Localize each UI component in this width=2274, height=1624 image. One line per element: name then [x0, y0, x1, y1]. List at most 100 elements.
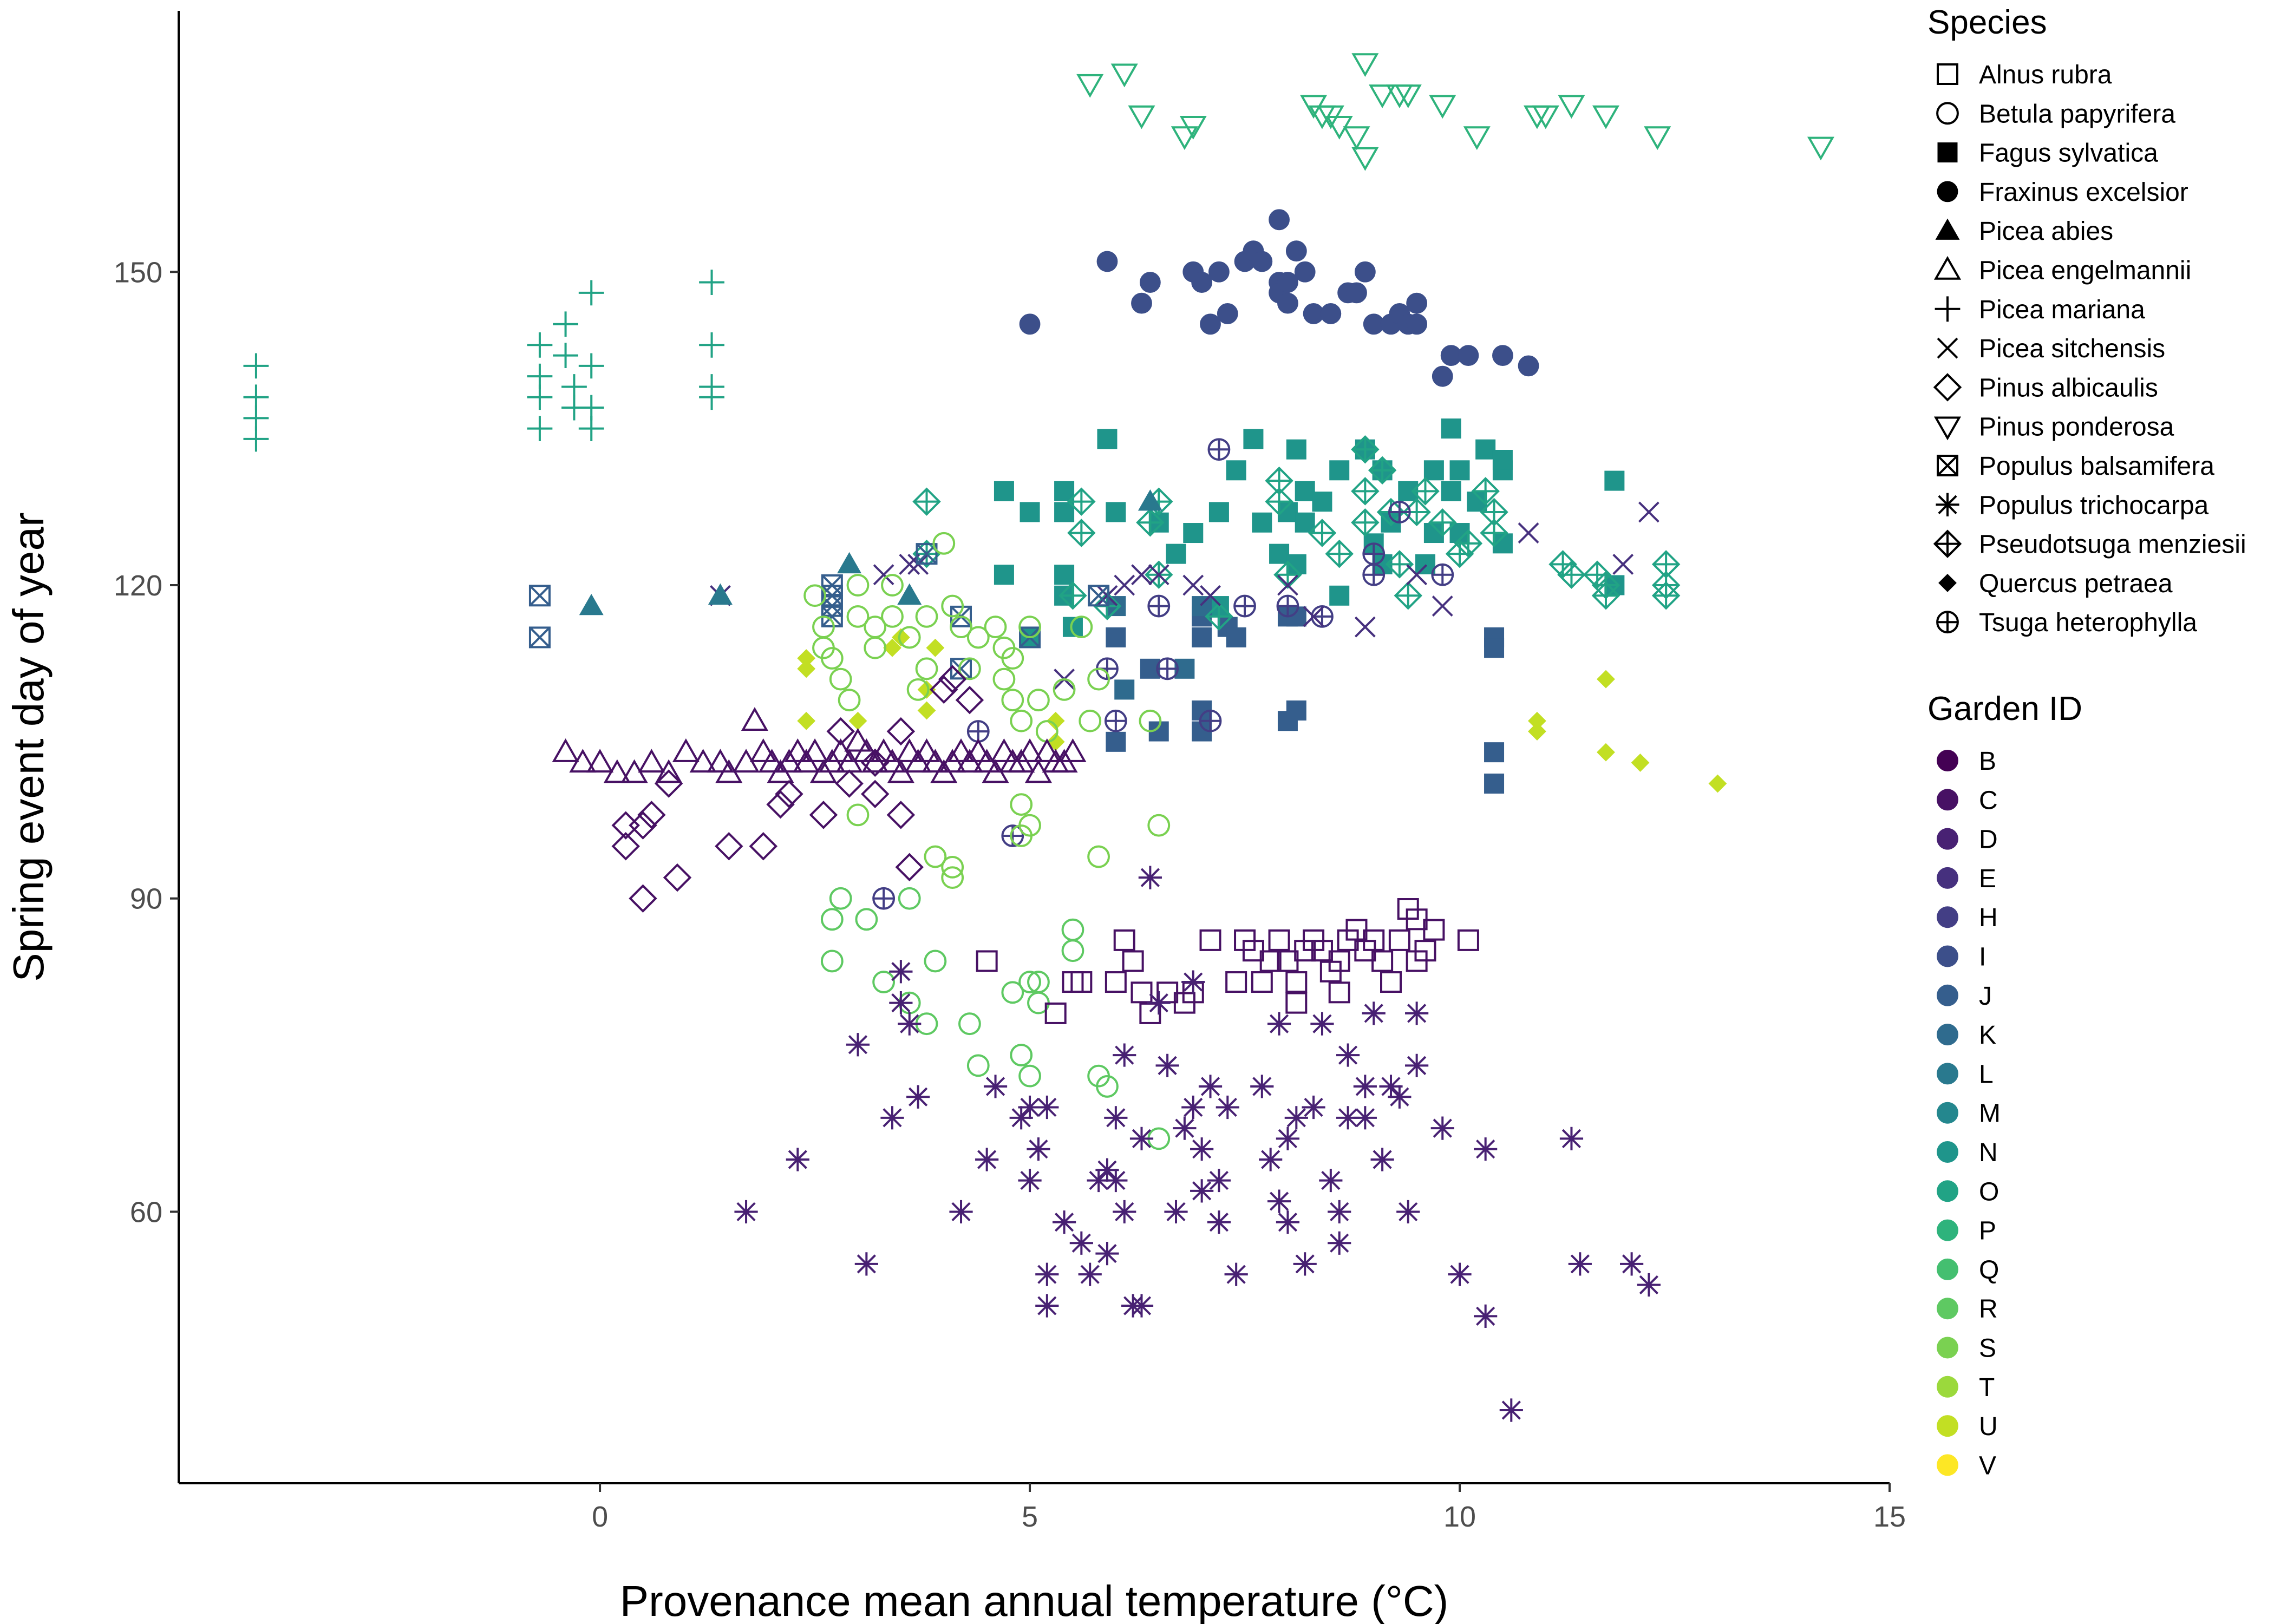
- data-point-pinus-ponderosa: [1523, 105, 1551, 129]
- garden-legend-label: B: [1979, 747, 1996, 776]
- data-point-populus-trichocarpa: [1216, 1095, 1239, 1119]
- species-legend-label: Pseudotsuga menziesii: [1979, 531, 2246, 559]
- data-point-alnus-rubra: [1113, 929, 1135, 951]
- species-legend-label: Alnus rubra: [1979, 61, 2112, 89]
- garden-legend-label: T: [1979, 1373, 1995, 1402]
- data-point-populus-trichocarpa: [1207, 1210, 1231, 1234]
- data-point-populus-trichocarpa: [1405, 1053, 1429, 1077]
- data-point-alnus-rubra: [1268, 929, 1290, 951]
- data-point-populus-trichocarpa: [1353, 1075, 1377, 1098]
- garden-legend-key: [1937, 906, 1958, 928]
- data-point-populus-trichocarpa: [786, 1148, 809, 1171]
- y-axis-title: Spring event day of year: [4, 512, 53, 981]
- data-point-betula-papyrifera: [958, 657, 981, 680]
- data-point-pinus-ponderosa: [1644, 126, 1671, 150]
- data-point-pseudotsuga-menziesii: [1351, 435, 1380, 464]
- data-point-picea-engelmannii: [801, 738, 829, 762]
- data-point-fagus-sylvatica: [994, 565, 1014, 585]
- data-point-picea-engelmannii: [749, 738, 777, 762]
- data-point-picea-mariana: [243, 353, 269, 379]
- data-point-betula-papyrifera: [898, 887, 921, 910]
- axes-layer: [178, 11, 1890, 1484]
- data-point-fraxinus-excelsior: [1251, 251, 1273, 272]
- data-point-populus-trichocarpa: [1027, 1137, 1050, 1161]
- data-point-picea-engelmannii: [913, 738, 940, 762]
- data-point-populus-trichocarpa: [880, 1106, 904, 1130]
- garden-legend-key: [1937, 984, 1958, 1006]
- data-point-fagus-sylvatica: [1329, 460, 1350, 481]
- data-point-alnus-rubra: [1122, 950, 1144, 972]
- garden-legend-key: [1937, 1219, 1958, 1241]
- data-point-quercus-petraea: [891, 628, 910, 647]
- garden-legend-item: T: [1937, 1373, 1995, 1402]
- data-point-picea-engelmannii: [844, 728, 872, 752]
- data-point-betula-papyrifera: [984, 615, 1007, 639]
- data-point-alnus-rubra: [1285, 971, 1308, 993]
- data-point-picea-mariana: [578, 280, 604, 306]
- data-point-pseudotsuga-menziesii: [1651, 581, 1681, 610]
- data-point-picea-engelmannii: [672, 738, 700, 762]
- data-point-betula-papyrifera: [881, 605, 904, 628]
- data-point-pseudotsuga-menziesii: [1067, 519, 1096, 547]
- species-legend-item: Picea sitchensis: [1937, 335, 2165, 363]
- data-point-betula-papyrifera: [1087, 845, 1110, 868]
- data-point-populus-trichocarpa: [1035, 1262, 1059, 1286]
- data-point-pseudotsuga-menziesii: [1480, 519, 1508, 547]
- garden-legend-item: S: [1937, 1334, 1996, 1363]
- data-point-fraxinus-excelsior: [1294, 261, 1316, 283]
- data-point-fraxinus-excelsior: [1346, 282, 1367, 304]
- data-point-betula-papyrifera: [820, 949, 844, 973]
- data-point-pinus-albicaulis: [715, 832, 743, 861]
- data-point-tsuga-heterophylla: [1311, 605, 1334, 628]
- garden-legend-item: C: [1937, 786, 1998, 815]
- species-legend-label: Quercus petraea: [1979, 569, 2173, 598]
- garden-legend-key: [1937, 1376, 1958, 1398]
- data-point-betula-papyrifera: [941, 855, 964, 879]
- data-point-populus-trichocarpa: [1353, 1106, 1377, 1130]
- data-point-populus-balsamifera: [1088, 585, 1110, 607]
- species-legend-label: Fagus sylvatica: [1979, 139, 2158, 168]
- data-point-alnus-rubra: [1062, 971, 1084, 993]
- data-point-quercus-petraea: [1597, 670, 1615, 689]
- species-legend-item: Pseudotsuga menziesii: [1933, 529, 2246, 559]
- data-point-populus-trichocarpa: [889, 960, 913, 984]
- data-point-betula-papyrifera: [1001, 981, 1024, 1004]
- data-point-fagus-sylvatica: [1423, 460, 1444, 481]
- data-point-betula-papyrifera: [966, 626, 990, 649]
- data-point-picea-sitchensis: [873, 564, 894, 586]
- data-point-picea-abies: [579, 593, 604, 615]
- data-point-pseudotsuga-menziesii: [912, 487, 941, 516]
- data-point-pinus-albicaulis: [629, 884, 657, 913]
- data-point-quercus-petraea: [797, 711, 816, 730]
- data-point-populus-trichocarpa: [1181, 970, 1205, 994]
- data-point-pseudotsuga-menziesii: [1136, 508, 1165, 537]
- species-legend-key: [1936, 102, 1959, 125]
- data-point-fraxinus-excelsior: [1019, 313, 1041, 335]
- data-point-betula-papyrifera: [846, 574, 870, 597]
- data-point-pinus-ponderosa: [1343, 126, 1370, 150]
- data-point-alnus-rubra: [1199, 929, 1221, 951]
- data-point-alnus-rubra: [976, 950, 998, 972]
- data-point-populus-trichocarpa: [1129, 1127, 1154, 1151]
- garden-legend-label: I: [1979, 943, 1986, 972]
- data-point-picea-engelmannii: [655, 759, 683, 783]
- data-point-pinus-albicaulis: [835, 769, 864, 798]
- data-point-populus-trichocarpa: [1388, 1085, 1412, 1109]
- garden-legend-key: [1937, 1298, 1958, 1320]
- garden-legend-key: [1937, 789, 1958, 811]
- data-point-alnus-rubra: [1371, 950, 1394, 972]
- data-point-populus-trichocarpa: [1147, 991, 1171, 1015]
- data-point-quercus-petraea: [917, 701, 936, 720]
- data-point-fraxinus-excelsior: [1320, 303, 1342, 324]
- garden-legend-key: [1937, 1415, 1958, 1437]
- species-legend-label: Populus balsamifera: [1979, 452, 2214, 481]
- data-point-alnus-rubra: [1294, 940, 1316, 962]
- data-point-betula-papyrifera: [838, 689, 861, 712]
- data-point-populus-trichocarpa: [983, 1075, 1008, 1098]
- data-point-betula-papyrifera: [924, 845, 947, 868]
- data-point-pseudotsuga-menziesii: [1394, 581, 1422, 610]
- garden-legend-label: K: [1979, 1021, 1996, 1050]
- data-point-pinus-ponderosa: [1171, 126, 1198, 150]
